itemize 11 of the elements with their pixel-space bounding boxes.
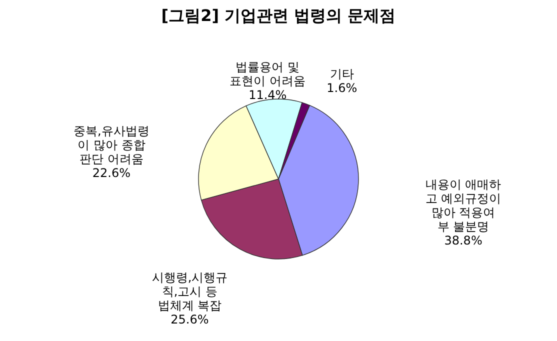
- data-label: 22.6%: [92, 166, 130, 180]
- data-label: 11.4%: [248, 88, 287, 102]
- slice-label: 중복,유사법령이 많아 종합판단 어려움: [74, 124, 150, 166]
- data-label: 1.6%: [326, 80, 358, 95]
- slice-label: 내용이 애매하고 예외규정이 많아 적용여부 불분명: [425, 177, 502, 234]
- slice-label: 시행령,시행규칙,고시 등 법체계 복잡: [152, 270, 228, 312]
- data-label: 38.8%: [444, 233, 482, 248]
- slice-label: 기타: [330, 66, 354, 81]
- data-label: 25.6%: [170, 312, 209, 326]
- chart-title: [그림2] 기업관련 법령의 문제점: [161, 6, 396, 25]
- slice-label: 법률용어 및 표현이 어려움: [230, 60, 306, 88]
